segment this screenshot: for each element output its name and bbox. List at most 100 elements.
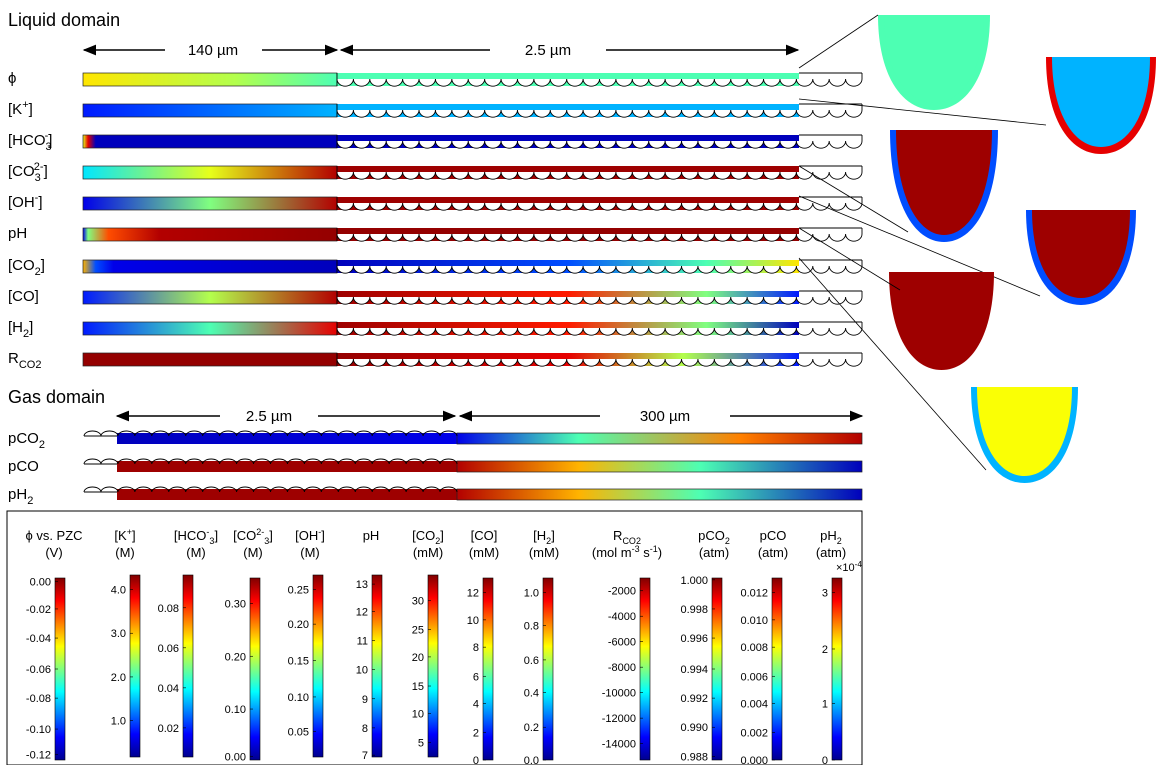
colorbar-title: (mM): [529, 545, 559, 560]
colorbar-tick: -6000: [608, 637, 636, 649]
scallop-row-ph2: [83, 486, 458, 493]
colorbar-tick: 0.2: [524, 722, 539, 734]
colorbar-title: (M): [243, 545, 263, 560]
row-pco2: pCO2: [8, 430, 863, 451]
title-part: -3: [632, 544, 640, 554]
colorbar-tick: 0: [473, 755, 479, 765]
title-part: (mM): [413, 545, 443, 560]
colorbar-tick: 0.10: [288, 692, 309, 704]
colorbar-co: [CO] (mM) 12 10 8 6 4 2 0: [467, 528, 499, 765]
title-part: +: [127, 527, 132, 537]
dim-liquid-catalyst: 2.5 µm: [525, 42, 571, 59]
title-part: ]: [440, 528, 444, 543]
colorbar-oh: [OH-](M)0.250.200.150.100.05: [288, 527, 325, 758]
inset-fill: [1052, 57, 1150, 147]
colorbar-tick: 30: [412, 595, 424, 607]
colorbar-tick: 0.05: [288, 727, 309, 739]
row-co2: [CO2]: [8, 257, 863, 278]
title-part: (mM): [469, 545, 499, 560]
row-label-h2: [H2]: [8, 319, 33, 340]
colorbar-tick: 0.004: [740, 699, 768, 711]
scallop-row-pco: [83, 458, 458, 465]
colorbar-title: pH: [363, 528, 380, 543]
bulk-bar-co3: [82, 165, 338, 180]
title-part: 2: [546, 536, 551, 546]
scallop-row-k: [336, 109, 863, 118]
connector-line: [798, 98, 1047, 126]
colorbar-rco2: RCO2(mol m-3 s-1) -2000 -4000 -6000 -8000 -10…: [592, 528, 662, 761]
bulk-bar-rco2: [82, 352, 338, 367]
title-part: (M): [243, 545, 263, 560]
title-part: -1: [650, 544, 658, 554]
colorbar-tick: 0.20: [225, 651, 246, 663]
title-part: pCO: [698, 528, 725, 543]
colorbar-tick: 0.008: [740, 642, 768, 654]
colorbar-tick: 1: [822, 699, 828, 711]
colorbar-tick: 0.006: [740, 671, 768, 683]
colorbar-title: ϕ vs. PZC: [25, 528, 82, 543]
label-base: pCO: [8, 458, 39, 475]
row-label-rco2: RCO2: [8, 350, 41, 371]
bulk-bar-pco: [456, 460, 863, 473]
scallop-row-co2: [336, 265, 863, 274]
colorbar-tick: 0.988: [680, 751, 708, 763]
colorbar-tick: 15: [412, 681, 424, 693]
colorbar-tick: 0.20: [288, 619, 309, 631]
label-sub: CO2: [19, 359, 42, 371]
colorbar-pco: pCO (atm) 0.012 0.010 0.008 0.006 0.004 0.002 0.…: [740, 528, 788, 765]
colorbar-title: (V): [45, 545, 62, 560]
label-base: [CO: [8, 257, 35, 274]
k-inset: [798, 57, 1156, 154]
colorbar-tick: 12: [356, 606, 368, 618]
title-part: [HCO: [174, 528, 207, 543]
row-label-oh: [OH-]: [8, 192, 43, 211]
colorbar-tick: -12000: [602, 713, 636, 725]
label-sup: 2-: [34, 161, 44, 173]
colorbar-ph: pH 13 12 11 10 9 8 7: [356, 528, 383, 762]
colorbar-tick: 2.0: [111, 672, 126, 684]
inset-shapes: [798, 14, 1156, 483]
colorbar-tick: 13: [356, 579, 368, 591]
scallop-row-co: [336, 296, 863, 305]
title-part: pH: [820, 528, 837, 543]
bulk-bar-co: [82, 290, 338, 305]
inset-fill: [895, 272, 988, 363]
row-h2: [H2]: [8, 319, 863, 340]
gas-dimension-arrows: 2.5 µm 300 µm: [115, 408, 864, 425]
row-hco3: [HCO3-]: [8, 130, 863, 153]
bulk-bar-ph: [82, 227, 338, 242]
catalyst-bar-ph2: [117, 489, 457, 500]
title-part: R: [613, 528, 622, 543]
row-ph: pH: [8, 225, 863, 242]
row-label-co2: [CO2]: [8, 257, 45, 278]
colorbar-gradient: [129, 574, 141, 758]
colorbar-title: pH2: [820, 528, 842, 546]
scallop-row-oh: [336, 202, 863, 211]
title-part: ): [658, 545, 662, 560]
connector-line: [798, 227, 901, 291]
colorbar-tick: 0.00: [30, 577, 51, 589]
colorbar-tick: 25: [412, 625, 424, 637]
colorbar-gradient: [542, 577, 554, 761]
title-part: (atm): [816, 545, 846, 560]
colorbar-title: (M): [300, 545, 320, 560]
label-close: ]: [41, 257, 45, 274]
label-base: ϕ: [8, 70, 16, 87]
title-part: 3: [264, 536, 269, 546]
title-part: (M): [300, 545, 320, 560]
title-part: (M): [186, 545, 206, 560]
colorbar-tick: -0.12: [26, 750, 51, 762]
colorbar-tick: 0.994: [680, 664, 708, 676]
row-co: [CO]: [8, 288, 863, 305]
row-label-pco: pCO: [8, 458, 39, 475]
inset-fill: [896, 130, 992, 235]
row-pco: pCO: [8, 458, 863, 475]
row-co3: [CO32-]: [8, 161, 863, 184]
title-part: (V): [45, 545, 62, 560]
title-part: ]: [551, 528, 555, 543]
colorbar-title: (mM): [413, 545, 443, 560]
colorbar-tick: 1.0: [524, 588, 539, 600]
row-label-phi: ϕ: [8, 70, 16, 87]
bulk-bar-co2: [82, 259, 338, 274]
